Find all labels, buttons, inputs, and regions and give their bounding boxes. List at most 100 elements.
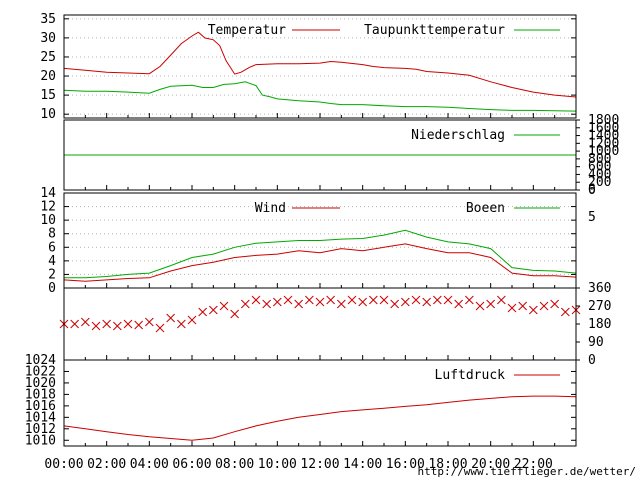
wind-right-label: 6 bbox=[588, 183, 596, 198]
dir-data-point bbox=[486, 299, 496, 309]
dir-data-point bbox=[80, 317, 90, 327]
pressure-ytick-label: 1024 bbox=[25, 353, 56, 368]
dir-data-point bbox=[294, 299, 304, 309]
dir-data-point bbox=[496, 295, 506, 305]
x-tick-label: 18:00 bbox=[428, 457, 467, 472]
pressure-ytick-label: 1020 bbox=[25, 376, 56, 391]
temp-ytick-label: 25 bbox=[40, 50, 56, 65]
source-url: http://www.tiefflieger.de/wetter/ bbox=[417, 465, 636, 478]
temp-panel-frame bbox=[63, 14, 577, 119]
dir-ytick-label: 180 bbox=[588, 317, 611, 332]
temp-ytick-label: 15 bbox=[40, 88, 56, 103]
dir-data-point bbox=[240, 299, 250, 309]
dir-data-point bbox=[70, 319, 80, 329]
temp-ytick-label: 30 bbox=[40, 31, 56, 46]
wind-ytick-label: 10 bbox=[40, 213, 56, 228]
dir-data-point bbox=[304, 295, 314, 305]
wind-right-label: 5 bbox=[588, 210, 596, 225]
wind-ytick-label: 2 bbox=[48, 267, 56, 282]
rain-ytick-label: 1600 bbox=[588, 121, 619, 136]
dir-ytick-label: 360 bbox=[588, 281, 611, 296]
dir-data-point bbox=[326, 295, 336, 305]
rain-ytick-label: 1400 bbox=[588, 129, 619, 144]
pressure-ytick-label: 1018 bbox=[25, 387, 56, 402]
wind-ytick-label: 6 bbox=[48, 240, 56, 255]
dir-data-point bbox=[443, 295, 453, 305]
x-tick-label: 12:00 bbox=[300, 457, 339, 472]
dir-data-point bbox=[91, 321, 101, 331]
dir-data-point bbox=[176, 319, 186, 329]
dir-data-point bbox=[272, 297, 282, 307]
rain-ytick-label: 0 bbox=[588, 183, 596, 198]
rain-ytick-label: 1200 bbox=[588, 136, 619, 151]
x-tick-label: 04:00 bbox=[130, 457, 169, 472]
dir-data-point bbox=[379, 295, 389, 305]
temp-ytick-label: 20 bbox=[40, 69, 56, 84]
wind-ytick-label: 12 bbox=[40, 200, 56, 215]
dir-ytick-label: 0 bbox=[588, 353, 596, 368]
pressure-ytick-label: 1016 bbox=[25, 399, 56, 414]
temp-legend-label: Temperatur bbox=[208, 23, 286, 38]
pressure-ytick-label: 1022 bbox=[25, 364, 56, 379]
dir-data-point bbox=[390, 299, 400, 309]
temp-series-line-1 bbox=[63, 31, 577, 98]
temp-series-line-2 bbox=[63, 81, 577, 112]
pressure-legend-label: Luftdruck bbox=[435, 368, 506, 383]
wind-legend-label: Wind bbox=[255, 201, 286, 216]
dir-data-point bbox=[347, 295, 357, 305]
dir-data-point bbox=[144, 317, 154, 327]
pressure-ytick-label: 1012 bbox=[25, 422, 56, 437]
temp-legend-label: Taupunkttemperatur bbox=[364, 23, 505, 38]
wind-legend-label: Boeen bbox=[466, 201, 505, 216]
dir-data-point bbox=[411, 295, 421, 305]
pressure-ytick-label: 1014 bbox=[25, 410, 56, 425]
x-tick-label: 10:00 bbox=[258, 457, 297, 472]
rain-legend-label: Niederschlag bbox=[411, 128, 505, 143]
dir-data-point bbox=[283, 295, 293, 305]
dir-ytick-label: 270 bbox=[588, 299, 611, 314]
pressure-series-line-1 bbox=[63, 395, 577, 441]
wind-ytick-label: 4 bbox=[48, 254, 56, 269]
dir-data-point bbox=[166, 313, 176, 323]
x-tick-label: 22:00 bbox=[514, 457, 553, 472]
dir-data-point bbox=[198, 307, 208, 317]
dir-ytick-label: 90 bbox=[588, 335, 604, 350]
dir-data-point bbox=[422, 297, 432, 307]
dir-data-point bbox=[155, 323, 165, 333]
rain-ytick-label: 400 bbox=[588, 167, 611, 182]
wind-ytick-label: 0 bbox=[48, 281, 56, 296]
rain-ytick-label: 800 bbox=[588, 152, 611, 167]
x-tick-label: 08:00 bbox=[215, 457, 254, 472]
dir-data-point bbox=[400, 297, 410, 307]
dir-data-point bbox=[550, 299, 560, 309]
rain-ytick-label: 600 bbox=[588, 160, 611, 175]
pressure-panel-frame bbox=[63, 359, 577, 447]
x-tick-label: 14:00 bbox=[343, 457, 382, 472]
rain-ytick-label: 200 bbox=[588, 175, 611, 190]
wind-series-line-1 bbox=[63, 243, 577, 282]
x-tick-label: 20:00 bbox=[471, 457, 510, 472]
dir-data-point bbox=[251, 295, 261, 305]
dir-data-point bbox=[539, 301, 549, 311]
dir-data-point bbox=[358, 297, 368, 307]
dir-data-point bbox=[560, 307, 570, 317]
dir-data-point bbox=[262, 299, 272, 309]
x-tick-label: 06:00 bbox=[172, 457, 211, 472]
dir-data-point bbox=[102, 319, 112, 329]
dir-data-point bbox=[518, 301, 528, 311]
rain-ytick-label: 1000 bbox=[588, 144, 619, 159]
dir-data-point bbox=[230, 309, 240, 319]
dir-data-point bbox=[208, 305, 218, 315]
dir-data-point bbox=[464, 295, 474, 305]
dir-data-point bbox=[454, 299, 464, 309]
dir-data-point bbox=[315, 297, 325, 307]
dir-data-point bbox=[432, 295, 442, 305]
temp-ytick-label: 10 bbox=[40, 107, 56, 122]
dir-data-point bbox=[475, 301, 485, 311]
x-tick-label: 16:00 bbox=[386, 457, 425, 472]
dir-data-point bbox=[123, 319, 133, 329]
dir-data-point bbox=[528, 305, 538, 315]
dir-data-point bbox=[368, 295, 378, 305]
rain-ytick-label: 1800 bbox=[588, 113, 619, 128]
